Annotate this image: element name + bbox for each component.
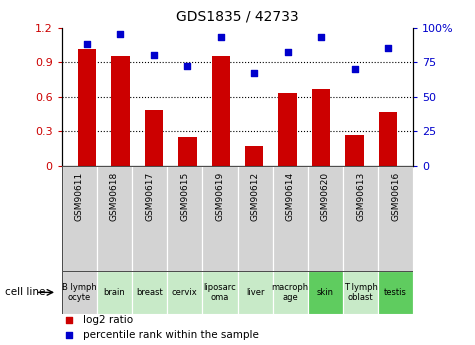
- Bar: [278, 93, 297, 166]
- Point: [217, 34, 225, 40]
- Point: [351, 66, 359, 72]
- Point: [183, 63, 191, 69]
- Point: [116, 32, 124, 37]
- Point: [317, 34, 325, 40]
- Point: [284, 50, 292, 55]
- Text: cervix: cervix: [172, 288, 198, 297]
- Point: [83, 41, 91, 47]
- Text: liposarc
oma: liposarc oma: [204, 283, 236, 302]
- Text: liver: liver: [246, 288, 264, 297]
- Bar: [245, 146, 264, 166]
- Text: testis: testis: [384, 288, 407, 297]
- Text: GSM90620: GSM90620: [321, 172, 330, 221]
- Text: cell line: cell line: [5, 287, 45, 297]
- Text: GSM90615: GSM90615: [180, 171, 189, 221]
- Text: GSM90618: GSM90618: [110, 171, 119, 221]
- Bar: [211, 56, 230, 166]
- Point: [65, 333, 73, 338]
- Text: skin: skin: [317, 288, 334, 297]
- Text: GSM90614: GSM90614: [286, 172, 294, 221]
- Text: macroph
age: macroph age: [272, 283, 309, 302]
- Text: log2 ratio: log2 ratio: [83, 315, 133, 325]
- Bar: [97, 271, 132, 314]
- Bar: [202, 166, 238, 276]
- Title: GDS1835 / 42733: GDS1835 / 42733: [176, 10, 299, 24]
- Text: GSM90613: GSM90613: [356, 171, 365, 221]
- Bar: [273, 166, 308, 276]
- Bar: [62, 271, 97, 314]
- Text: GSM90617: GSM90617: [145, 171, 154, 221]
- Bar: [343, 166, 378, 276]
- Bar: [62, 166, 97, 276]
- Bar: [132, 271, 167, 314]
- Bar: [167, 166, 202, 276]
- Bar: [308, 166, 343, 276]
- Text: percentile rank within the sample: percentile rank within the sample: [83, 331, 259, 340]
- Bar: [145, 110, 163, 166]
- Text: GSM90616: GSM90616: [391, 171, 400, 221]
- Bar: [78, 49, 96, 166]
- Point: [65, 317, 73, 323]
- Bar: [345, 135, 364, 166]
- Text: B lymph
ocyte: B lymph ocyte: [62, 283, 97, 302]
- Text: GSM90619: GSM90619: [216, 171, 224, 221]
- Bar: [167, 271, 202, 314]
- Bar: [308, 271, 343, 314]
- Bar: [379, 111, 397, 166]
- Bar: [178, 137, 197, 166]
- Bar: [238, 271, 273, 314]
- Text: brain: brain: [104, 288, 125, 297]
- Bar: [132, 166, 167, 276]
- Text: T lymph
oblast: T lymph oblast: [343, 283, 378, 302]
- Point: [384, 46, 392, 51]
- Bar: [378, 166, 413, 276]
- Bar: [378, 271, 413, 314]
- Bar: [343, 271, 378, 314]
- Text: GSM90612: GSM90612: [251, 172, 259, 221]
- Text: breast: breast: [136, 288, 163, 297]
- Text: GSM90611: GSM90611: [75, 171, 84, 221]
- Bar: [273, 271, 308, 314]
- Bar: [111, 56, 130, 166]
- Bar: [97, 166, 132, 276]
- Point: [150, 52, 158, 58]
- Bar: [202, 271, 238, 314]
- Bar: [238, 166, 273, 276]
- Bar: [312, 89, 330, 166]
- Point: [250, 70, 258, 76]
